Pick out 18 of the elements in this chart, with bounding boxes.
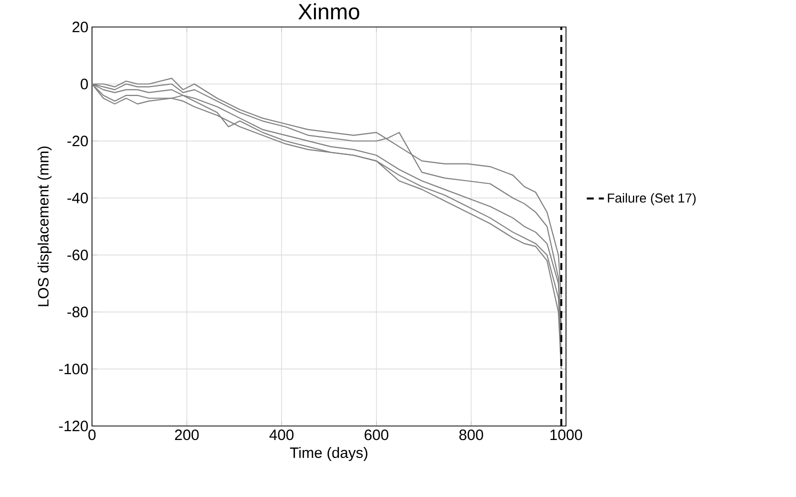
y-tick-label: -80 [67,306,88,318]
y-axis-title: LOS displacement (mm) [38,146,52,306]
x-tick-label: 1000 [550,430,582,440]
y-tick-label: -20 [67,136,88,146]
y-tick-label: 0 [80,78,88,90]
x-tick-label: 200 [175,430,199,440]
x-tick-label: 600 [364,430,388,440]
y-tick-label: -60 [67,250,88,260]
x-tick-label: 400 [269,430,294,440]
ref-line-label: Failure (Set 17) [608,193,696,206]
y-tick-label: -40 [67,192,88,204]
y-tick-label: -100 [59,364,88,374]
y-tick-label: 20 [72,22,88,32]
x-tick-label: 800 [459,430,484,440]
y-tick-label: -120 [59,420,88,432]
x-tick-label: 0 [88,430,96,440]
x-axis-title: Time (days) [290,447,368,461]
chart-title: Xinmo [298,3,360,20]
